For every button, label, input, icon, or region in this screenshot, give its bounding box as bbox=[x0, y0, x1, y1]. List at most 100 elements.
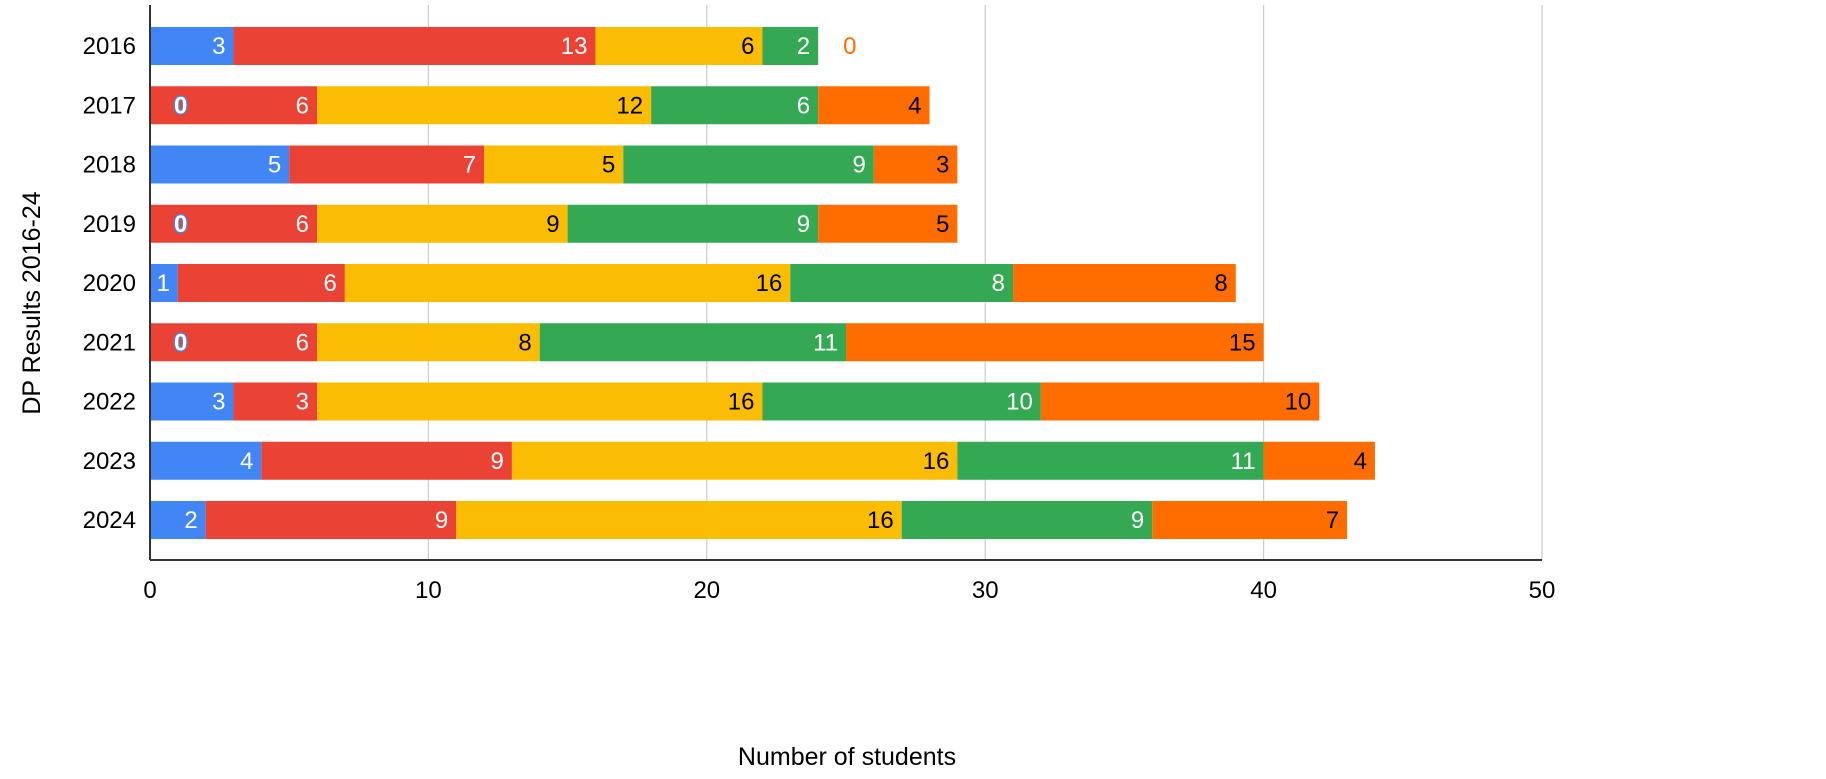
bar-segment bbox=[762, 382, 1041, 421]
bar-segment bbox=[317, 204, 568, 243]
bar-segment bbox=[150, 382, 234, 421]
axes: 0 10 20 30 40 5020162017201820192020202120222… bbox=[83, 5, 1556, 604]
bar-segment bbox=[150, 27, 234, 65]
data-label: 1 bbox=[156, 270, 169, 297]
data-label: 3 bbox=[936, 152, 949, 179]
bar-segment bbox=[261, 441, 512, 480]
bar-segment bbox=[651, 86, 819, 125]
bar-segment bbox=[177, 264, 345, 302]
data-label: 3 bbox=[212, 33, 225, 60]
bar-segment bbox=[1152, 501, 1348, 539]
data-label: 6 bbox=[296, 329, 309, 356]
data-label: 3 bbox=[296, 389, 309, 416]
x-tick-label: 50 bbox=[1529, 577, 1556, 604]
y-tick-label: 2024 bbox=[83, 507, 136, 534]
bar-segment bbox=[344, 264, 791, 302]
bar-segment bbox=[150, 86, 318, 125]
data-label: 9 bbox=[797, 211, 810, 238]
data-label: 6 bbox=[741, 33, 754, 60]
data-label: 9 bbox=[491, 448, 504, 475]
data-label: 16 bbox=[728, 389, 755, 416]
data-label: 10 bbox=[1006, 389, 1033, 416]
data-label: 0 bbox=[174, 329, 187, 356]
x-tick-label: 20 bbox=[693, 577, 720, 604]
data-label: 4 bbox=[1354, 448, 1367, 475]
y-tick-label: 2022 bbox=[83, 389, 136, 416]
data-label: 10 bbox=[1285, 389, 1312, 416]
x-tick-label: 30 bbox=[972, 577, 999, 604]
bar-segment bbox=[623, 145, 874, 184]
data-label: 13 bbox=[561, 33, 588, 60]
bar-segment bbox=[846, 323, 1264, 362]
x-tick-label: 10 bbox=[415, 577, 442, 604]
data-label: 11 bbox=[1231, 448, 1256, 475]
y-tick-label: 2021 bbox=[83, 329, 136, 356]
data-label: 6 bbox=[324, 270, 337, 297]
data-label: 9 bbox=[435, 507, 448, 534]
data-label: 0 bbox=[174, 92, 187, 119]
x-tick-label: 0 bbox=[143, 577, 156, 604]
bar-segment bbox=[317, 323, 540, 362]
bars bbox=[150, 27, 1375, 539]
bar-segment bbox=[567, 204, 819, 243]
bar-segment bbox=[150, 323, 318, 362]
bar-segment bbox=[1263, 441, 1375, 480]
bar-segment bbox=[901, 501, 1153, 539]
data-label: 4 bbox=[908, 92, 921, 119]
data-label: 8 bbox=[518, 329, 531, 356]
bar-segment bbox=[317, 86, 652, 125]
bar-segment bbox=[511, 441, 958, 480]
data-label: 5 bbox=[936, 211, 949, 238]
y-tick-label: 2019 bbox=[83, 211, 136, 238]
data-label: 2 bbox=[797, 33, 810, 60]
data-label: 9 bbox=[546, 211, 559, 238]
data-label: 16 bbox=[756, 270, 783, 297]
bar-segment bbox=[150, 441, 262, 480]
y-tick-label: 2020 bbox=[83, 270, 136, 297]
bar-segment bbox=[1040, 382, 1320, 421]
y-axis-title: DP Results 2016-24 bbox=[18, 191, 46, 414]
data-label: 3 bbox=[212, 389, 225, 416]
bar-segment bbox=[150, 145, 290, 184]
bar-segment bbox=[539, 323, 846, 362]
bar-segment bbox=[818, 86, 930, 125]
data-label: 5 bbox=[268, 152, 281, 179]
bar-segment bbox=[289, 145, 485, 184]
bar-segment bbox=[1013, 264, 1236, 302]
data-label: 0 bbox=[843, 33, 856, 60]
data-label: 16 bbox=[867, 507, 894, 534]
data-label: 16 bbox=[923, 448, 950, 475]
data-label: 7 bbox=[1326, 507, 1339, 534]
bar-segment bbox=[484, 145, 624, 184]
y-tick-label: 2018 bbox=[83, 152, 136, 179]
data-label: 6 bbox=[296, 211, 309, 238]
bar-segment bbox=[873, 145, 958, 184]
data-label: 4 bbox=[240, 448, 253, 475]
data-label: 11 bbox=[813, 329, 838, 356]
bar-segment bbox=[317, 382, 763, 421]
y-tick-label: 2016 bbox=[83, 33, 136, 60]
data-label: 6 bbox=[296, 92, 309, 119]
data-label: 15 bbox=[1229, 329, 1256, 356]
data-label: 2 bbox=[184, 507, 197, 534]
data-label: 5 bbox=[602, 152, 615, 179]
bar-segment bbox=[150, 204, 318, 243]
bar-segment bbox=[818, 204, 958, 243]
data-label: 12 bbox=[616, 92, 643, 119]
y-tick-label: 2017 bbox=[83, 92, 136, 119]
data-label: 9 bbox=[1131, 507, 1144, 534]
bar-segment bbox=[456, 501, 902, 539]
y-tick-label: 2023 bbox=[83, 448, 136, 475]
x-axis-title: Number of students bbox=[738, 743, 956, 771]
data-label: 9 bbox=[852, 152, 865, 179]
bar-segment bbox=[233, 27, 596, 65]
bar-segment bbox=[205, 501, 457, 539]
bar-segment bbox=[233, 382, 318, 421]
bar-segment bbox=[150, 264, 178, 302]
data-label: 7 bbox=[463, 152, 476, 179]
bar-segment bbox=[762, 27, 819, 65]
data-label: 8 bbox=[992, 270, 1005, 297]
data-label: 8 bbox=[1214, 270, 1227, 297]
